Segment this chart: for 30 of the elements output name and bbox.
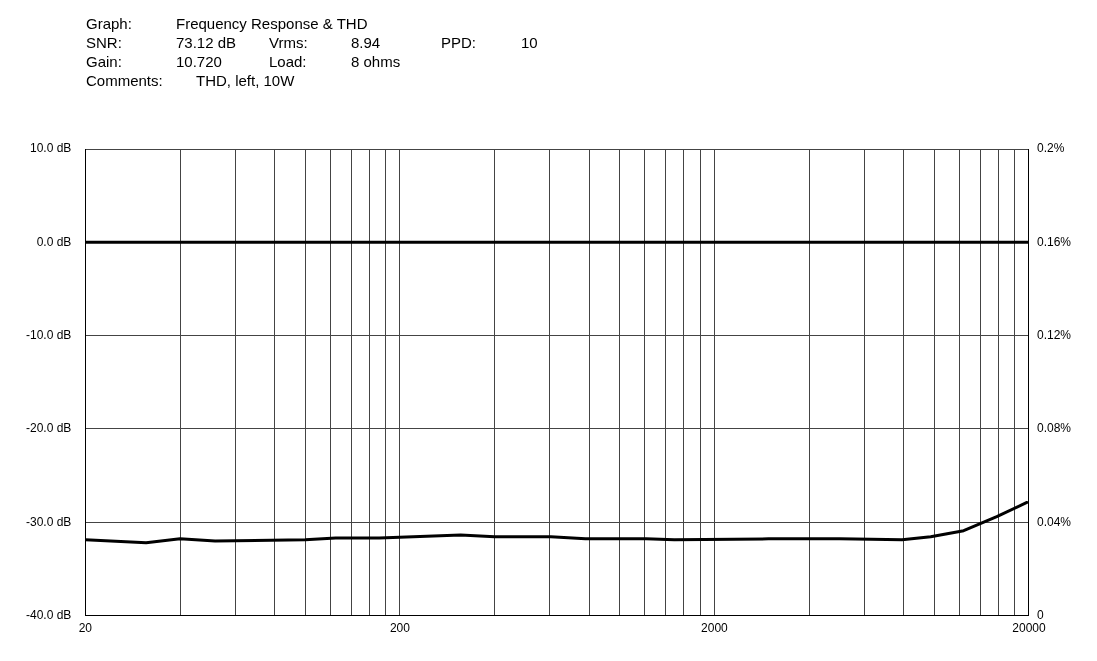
x-tick-label: 20000 bbox=[1012, 621, 1046, 636]
y-tick-label: -20.0 dB bbox=[25, 421, 72, 436]
text: Vrms: bbox=[269, 33, 309, 52]
y2-tick-label: 0.08% bbox=[1036, 421, 1072, 436]
y2-tick-label: 0.16% bbox=[1036, 234, 1072, 249]
y-tick-label: 10.0 dB bbox=[29, 141, 72, 156]
y-tick-label: -30.0 dB bbox=[25, 514, 72, 529]
text: SNR: bbox=[86, 33, 123, 52]
text: Load: bbox=[269, 52, 308, 71]
chart-title: Frequency Response & THD bbox=[176, 14, 369, 33]
y2-tick-label: 0.04% bbox=[1036, 514, 1072, 529]
y2-tick-label: 0.2% bbox=[1036, 141, 1065, 156]
text: Gain: bbox=[86, 52, 123, 71]
y-tick-label: 0.0 dB bbox=[36, 234, 72, 249]
y2-tick-label: 0.12% bbox=[1036, 327, 1072, 342]
x-tick-label: 200 bbox=[389, 621, 411, 636]
text: Comments: bbox=[86, 71, 164, 90]
text: Graph: bbox=[86, 14, 133, 33]
y-tick-label: -10.0 dB bbox=[25, 327, 72, 342]
y2-tick-label: 0 bbox=[1036, 607, 1044, 622]
y-tick-label: -40.0 dB bbox=[25, 607, 72, 622]
text: 73.12 dB bbox=[176, 33, 238, 52]
text: 8.94 bbox=[351, 33, 382, 52]
text: 10 bbox=[521, 33, 539, 52]
text: 10.720 bbox=[176, 52, 223, 71]
x-tick-label: 2000 bbox=[701, 621, 729, 636]
x-tick-label: 20 bbox=[78, 621, 93, 636]
text: PPD: bbox=[441, 33, 477, 52]
text: 8 ohms bbox=[351, 52, 402, 71]
text: THD, left, 10W bbox=[195, 71, 296, 90]
